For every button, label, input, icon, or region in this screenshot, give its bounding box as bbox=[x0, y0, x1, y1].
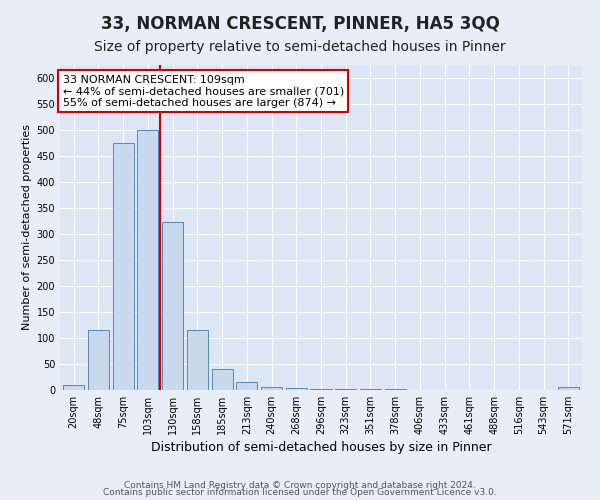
Y-axis label: Number of semi-detached properties: Number of semi-detached properties bbox=[22, 124, 32, 330]
Text: Contains HM Land Registry data © Crown copyright and database right 2024.: Contains HM Land Registry data © Crown c… bbox=[124, 480, 476, 490]
Bar bbox=[63, 385, 84, 390]
Bar bbox=[558, 388, 579, 390]
Bar bbox=[212, 369, 233, 390]
Bar bbox=[113, 143, 134, 390]
X-axis label: Distribution of semi-detached houses by size in Pinner: Distribution of semi-detached houses by … bbox=[151, 441, 491, 454]
Text: Size of property relative to semi-detached houses in Pinner: Size of property relative to semi-detach… bbox=[94, 40, 506, 54]
Bar bbox=[162, 222, 183, 390]
Bar bbox=[236, 382, 257, 390]
Bar bbox=[88, 330, 109, 390]
Text: Contains public sector information licensed under the Open Government Licence v3: Contains public sector information licen… bbox=[103, 488, 497, 497]
Bar bbox=[261, 388, 282, 390]
Bar bbox=[187, 330, 208, 390]
Text: 33 NORMAN CRESCENT: 109sqm
← 44% of semi-detached houses are smaller (701)
55% o: 33 NORMAN CRESCENT: 109sqm ← 44% of semi… bbox=[62, 74, 344, 108]
Bar bbox=[286, 388, 307, 390]
Bar bbox=[310, 389, 332, 390]
Text: 33, NORMAN CRESCENT, PINNER, HA5 3QQ: 33, NORMAN CRESCENT, PINNER, HA5 3QQ bbox=[101, 15, 499, 33]
Bar bbox=[137, 130, 158, 390]
